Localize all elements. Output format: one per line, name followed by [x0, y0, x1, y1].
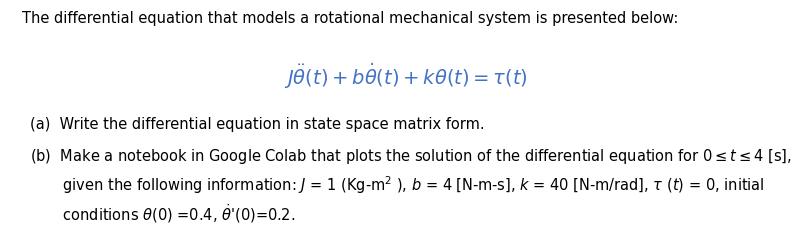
Text: (b)  Make a notebook in Google Colab that plots the solution of the differential: (b) Make a notebook in Google Colab that…	[30, 147, 791, 166]
Text: given the following information: $J$ = 1 (Kg-m$^2$ ), $b$ = 4 [N-m-s], $k$ = 40 : given the following information: $J$ = 1…	[30, 174, 764, 196]
Text: (a)  Write the differential equation in state space matrix form.: (a) Write the differential equation in s…	[30, 117, 484, 132]
Text: conditions $\theta$(0) =0.4, $\dot{\theta}$'(0)=0.2.: conditions $\theta$(0) =0.4, $\dot{\thet…	[30, 202, 294, 225]
Text: $J\ddot{\theta}(t) + b\dot{\theta}(t) + k\theta(t) = \tau(t)$: $J\ddot{\theta}(t) + b\dot{\theta}(t) + …	[284, 61, 527, 91]
Text: The differential equation that models a rotational mechanical system is presente: The differential equation that models a …	[22, 11, 677, 26]
